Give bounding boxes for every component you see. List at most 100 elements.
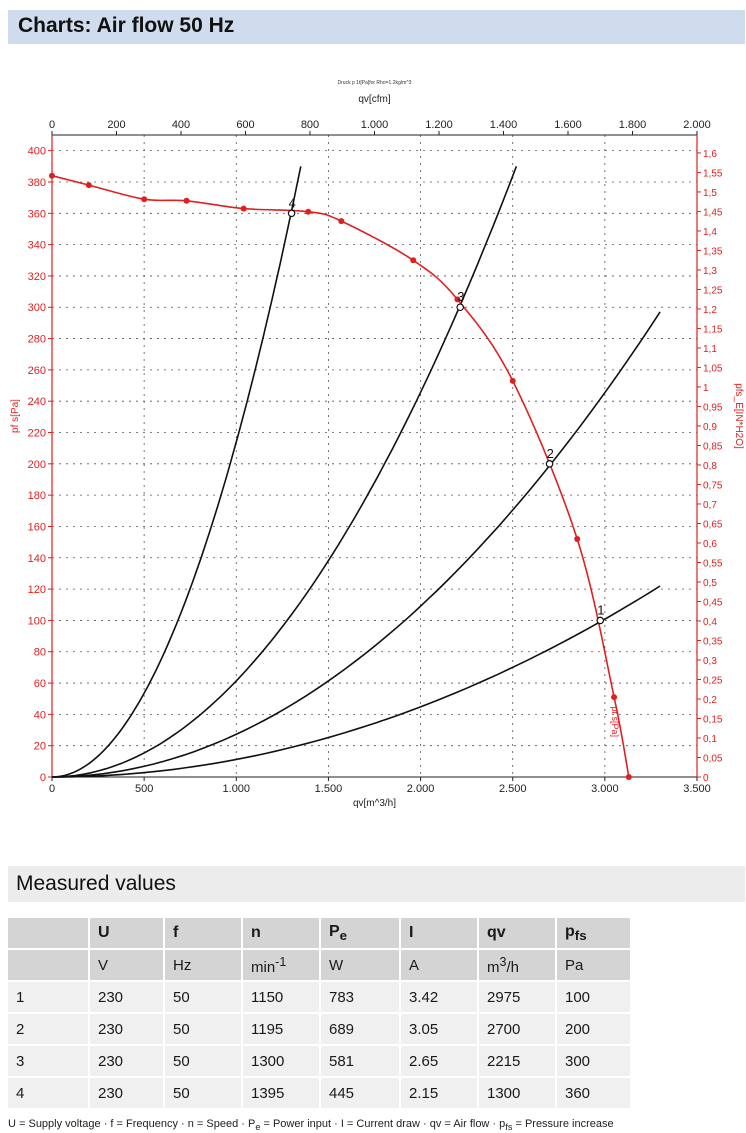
- unit-base: W: [329, 956, 344, 974]
- y-right-tick-label: 0,75: [703, 480, 723, 491]
- y-left-tick-label: 180: [28, 490, 46, 502]
- y-right-tick-label: 1,1: [703, 344, 717, 355]
- header-cell: pfs: [556, 918, 632, 950]
- x-bottom-tick-label: 2.500: [499, 783, 527, 795]
- unit-base: min: [251, 958, 276, 976]
- legend-note: U = Supply voltage · f = Frequency · n =…: [8, 1118, 614, 1132]
- table-cell: 2: [8, 1013, 90, 1046]
- table-cell: 50: [164, 1013, 243, 1046]
- y-right-tick-label: 0,55: [703, 558, 723, 569]
- table-cell: 1: [8, 981, 90, 1014]
- x-top-tick-label: 1.000: [361, 119, 389, 131]
- table-cell: 200: [556, 1013, 632, 1046]
- fan-curve-point: [305, 208, 312, 215]
- table-cell: 3.05: [400, 1013, 479, 1046]
- y-left-tick-label: 260: [28, 365, 46, 377]
- table-cell: 1300: [242, 1045, 321, 1078]
- y-right-tick-label: 1,5: [703, 188, 717, 199]
- legend-note-part-b: = Power input · I = Current draw · qv = …: [260, 1118, 506, 1130]
- header-symbol: P: [329, 922, 340, 940]
- y-left-tick-label: 120: [28, 584, 46, 596]
- y-right-tick-label: 1,6: [703, 149, 717, 160]
- table-row: 4 230 50 1395 445 2.15 1300 360: [8, 1077, 632, 1110]
- x-top-tick-label: 1.600: [554, 119, 582, 131]
- y-left-tick-label: 100: [28, 615, 46, 627]
- fan-curve-point: [141, 196, 148, 203]
- y-right-tick-label: 0,5: [703, 578, 717, 589]
- unit-base: Pa: [565, 956, 584, 974]
- operating-point-label-3: 3: [457, 289, 464, 304]
- table-cell: 2700: [478, 1013, 557, 1046]
- x-bottom-tick-label: 0: [49, 783, 55, 795]
- y-left-tick-label: 280: [28, 334, 46, 346]
- table-cell: 2.65: [400, 1045, 479, 1078]
- table-row: 1 230 50 1150 783 3.42 2975 100: [8, 981, 632, 1014]
- unit-cell: V: [89, 949, 165, 982]
- header-subscript: e: [339, 928, 348, 944]
- unit-tail: /h: [506, 958, 519, 976]
- header-symbol: n: [251, 924, 261, 941]
- y-right-tick-label: 0,35: [703, 636, 723, 647]
- y-right-tick-label: 0,45: [703, 597, 723, 608]
- header-cell: qv: [478, 918, 557, 950]
- table-cell: 230: [89, 1013, 165, 1046]
- table-cell: 360: [556, 1077, 632, 1110]
- table-cell: 2.15: [400, 1077, 479, 1110]
- x-bottom-tick-label: 1.500: [315, 783, 343, 795]
- table-cell: 1300: [478, 1077, 557, 1110]
- table-row: 2 230 50 1195 689 3.05 2700 200: [8, 1013, 632, 1046]
- y-right-tick-label: 1,2: [703, 305, 717, 316]
- unit-cell: A: [400, 949, 479, 982]
- y-left-tick-label: 200: [28, 459, 46, 471]
- table-row: 3 230 50 1300 581 2.65 2215 300: [8, 1045, 632, 1078]
- unit-base: Hz: [173, 956, 192, 974]
- y-left-tick-label: 40: [34, 709, 46, 721]
- y-right-tick-label: 1,15: [703, 324, 723, 335]
- x-bottom-tick-label: 1.000: [223, 783, 251, 795]
- header-cell: Pe: [320, 918, 401, 950]
- air-flow-chart: Druck p 1t[Pa]for Rho=1.2kg/m^3 0 500 1.000…: [10, 80, 744, 809]
- legend-note-pe-sub: e: [255, 1122, 261, 1133]
- y-left-tick-label: 360: [28, 208, 46, 220]
- y-right-tick-label: 1,45: [703, 207, 723, 218]
- y-left-tick-label: 140: [28, 553, 46, 565]
- y-right-tick-label: 0,1: [703, 734, 717, 745]
- table-cell: 581: [320, 1045, 401, 1078]
- x-top-tick-label: 2.000: [683, 119, 711, 131]
- y-right-tick-label: 1,55: [703, 168, 723, 179]
- y-left-tick-label: 80: [34, 647, 46, 659]
- x-bottom-tick-label: 2.000: [407, 783, 435, 795]
- measured-values-title: Measured values: [16, 872, 176, 895]
- unit-base: V: [98, 956, 109, 974]
- fan-curve-point: [183, 197, 190, 204]
- table-cell: 2975: [478, 981, 557, 1014]
- y-right-tick-label: 0,05: [703, 753, 723, 764]
- unit-cell: min-1: [242, 949, 321, 982]
- table-cell: 689: [320, 1013, 401, 1046]
- y-right-tick-label: 0,9: [703, 422, 717, 433]
- unit-cell: Hz: [164, 949, 243, 982]
- fan-curve-point: [611, 694, 618, 701]
- operating-point-4: [287, 209, 296, 218]
- unit-cell: Pa: [556, 949, 632, 982]
- y-right-tick-label: 0,65: [703, 519, 723, 530]
- y-right-tick-label: 0,2: [703, 695, 717, 706]
- table-cell: 230: [89, 981, 165, 1014]
- operating-point-label-2: 2: [547, 446, 554, 461]
- system-curve-3: [51, 166, 518, 778]
- y-left-tick-label: 160: [28, 521, 46, 533]
- y-right-tick-label: 1,05: [703, 363, 723, 374]
- table-cell: 50: [164, 1045, 243, 1078]
- table-cell: 1195: [242, 1013, 321, 1046]
- fan-curve-point: [454, 296, 461, 303]
- x-top-tick-label: 400: [172, 119, 190, 131]
- x-bottom-tick-label: 500: [135, 783, 153, 795]
- fan-curve-point: [625, 774, 632, 780]
- y-left-tick-label: 220: [28, 428, 46, 440]
- unit-cell: [8, 949, 90, 982]
- table-cell: 4: [8, 1077, 90, 1110]
- y-right-tick-label: 0,25: [703, 675, 723, 686]
- y-left-tick-label: 400: [28, 146, 46, 158]
